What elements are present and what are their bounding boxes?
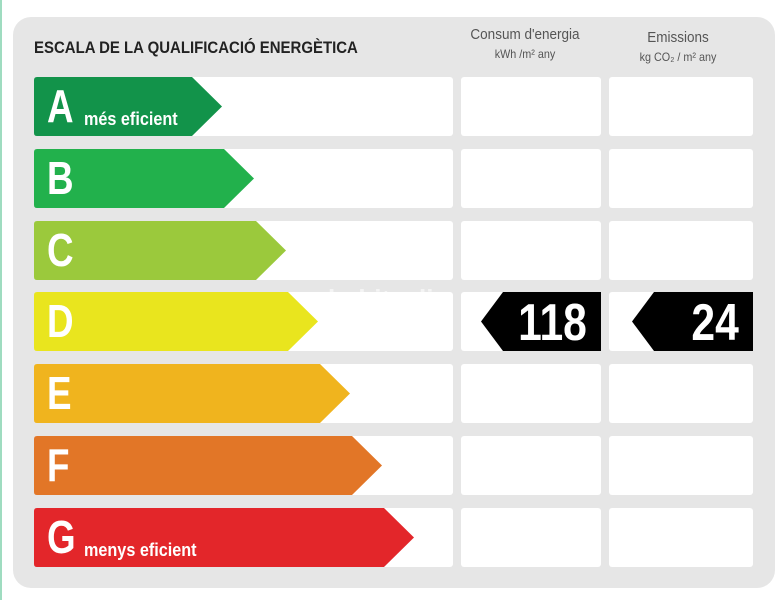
consumption-unit: kWh /m² any [494, 47, 556, 61]
emissions-value: 24 [691, 294, 739, 352]
emissions-cell [609, 221, 753, 280]
consumption-cell [461, 364, 601, 423]
consumption-cell [461, 77, 601, 136]
rating-bar-c: C [34, 221, 286, 280]
rating-letter: A [47, 80, 74, 132]
emissions-cell [609, 149, 753, 208]
emissions-cell [609, 77, 753, 136]
consumption-cell [461, 149, 601, 208]
rating-letter: G [47, 511, 76, 563]
rating-label: més eficient [84, 109, 178, 129]
consumption-cell [461, 436, 601, 495]
rating-bar-b: B [34, 149, 254, 208]
rating-letter: E [47, 367, 72, 419]
consumption-value: 118 [518, 294, 587, 352]
rating-bar-e: E [34, 364, 350, 423]
consumption-cell [461, 508, 601, 567]
rating-label: menys eficient [84, 540, 197, 560]
label-title: ESCALA DE LA QUALIFICACIÓ ENERGÈTICA [34, 38, 358, 57]
emissions-cell [609, 364, 753, 423]
rating-bar-g: G menys eficient [34, 508, 414, 567]
rating-bar-f: F [34, 436, 382, 495]
consumption-indicator: 118 [481, 292, 601, 352]
emissions-indicator: 24 [632, 292, 753, 352]
rating-bar-d: D [34, 292, 318, 351]
rating-bar-a: A més eficient [34, 77, 222, 136]
emissions-cell [609, 436, 753, 495]
emissions-unit: kg CO₂ / m² any [639, 50, 717, 64]
rating-letter: D [47, 295, 74, 347]
rating-letter: F [47, 439, 70, 491]
rating-letter: C [47, 224, 74, 276]
consumption-cell [461, 221, 601, 280]
emissions-header: Emissions kg CO₂ / m² any [615, 29, 741, 64]
left-border [0, 0, 2, 600]
rating-letter: B [47, 152, 74, 204]
emissions-title: Emissions [647, 29, 709, 46]
consumption-title: Consum d'energia [470, 26, 580, 43]
emissions-cell [609, 508, 753, 567]
consumption-header: Consum d'energia kWh /m² any [462, 26, 588, 61]
watermark: habitaclia [328, 284, 448, 314]
